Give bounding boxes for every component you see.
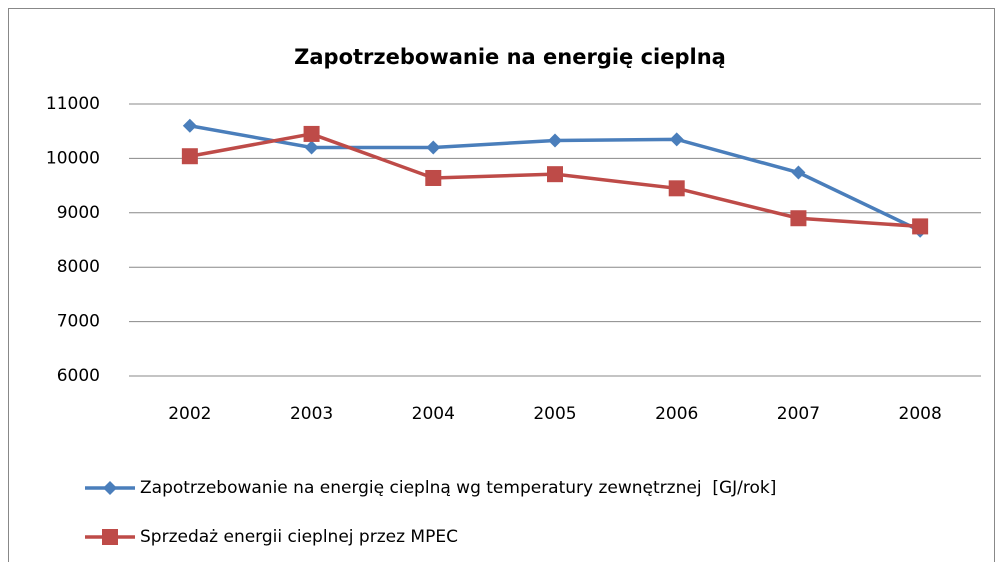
marker (791, 165, 806, 180)
legend-label: Sprzedaż energii cieplnej przez MPEC (140, 527, 458, 547)
marker (181, 148, 198, 165)
x-tick-label: 2002 (168, 404, 211, 424)
y-tick-label: 10000 (46, 148, 100, 168)
marker (303, 125, 320, 142)
chart-frame (8, 8, 995, 562)
marker (103, 481, 117, 495)
marker (304, 140, 319, 155)
marker (102, 529, 118, 545)
y-tick-label: 7000 (57, 312, 100, 332)
marker (669, 132, 684, 147)
marker (790, 210, 807, 227)
legend-label: Zapotrzebowanie na energię cieplną wg te… (140, 478, 776, 498)
marker (182, 118, 197, 133)
marker (425, 169, 442, 186)
marker (668, 180, 685, 197)
y-tick-label: 11000 (46, 94, 100, 114)
y-tick-label: 8000 (57, 257, 100, 277)
x-tick-label: 2008 (899, 404, 942, 424)
y-tick-label: 9000 (57, 203, 100, 223)
x-tick-label: 2007 (777, 404, 820, 424)
marker (547, 166, 563, 183)
x-tick-label: 2004 (412, 404, 455, 424)
x-tick-label: 2003 (290, 404, 333, 424)
x-tick-label: 2005 (533, 404, 576, 424)
marker (426, 140, 441, 155)
marker (912, 218, 929, 235)
y-tick-label: 6000 (57, 366, 100, 386)
chart-title: Zapotrzebowanie na energię cieplną (294, 45, 726, 69)
x-tick-label: 2006 (655, 404, 698, 424)
marker (548, 133, 562, 148)
